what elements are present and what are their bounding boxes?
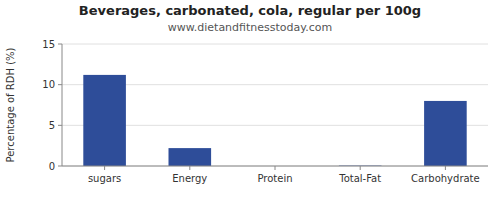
y-axis-label: Percentage of RDH (%) bbox=[5, 47, 16, 162]
y-tick bbox=[58, 125, 62, 126]
x-tick-label: Protein bbox=[257, 173, 292, 184]
x-tick-label: Energy bbox=[172, 173, 207, 184]
y-tick bbox=[58, 84, 62, 85]
bars bbox=[83, 75, 466, 166]
x-tick bbox=[445, 166, 446, 170]
x-tick bbox=[275, 166, 276, 170]
y-tick bbox=[58, 44, 62, 45]
x-tick-label: Carbohydrate bbox=[411, 173, 480, 184]
grid bbox=[62, 44, 488, 166]
y-tick-label: 10 bbox=[42, 79, 55, 90]
subtitle: www.dietandfitnesstoday.com bbox=[168, 21, 332, 34]
chart-container: Beverages, carbonated, cola, regular per… bbox=[0, 0, 500, 200]
bar bbox=[169, 148, 212, 166]
y-axis-line bbox=[62, 44, 63, 166]
x-tick bbox=[189, 166, 190, 170]
y-tick bbox=[58, 166, 62, 167]
x-tick bbox=[104, 166, 105, 170]
bar bbox=[83, 75, 126, 166]
bar bbox=[424, 101, 467, 166]
y-tick-label: 0 bbox=[49, 161, 55, 172]
grid-line bbox=[62, 44, 488, 45]
title: Beverages, carbonated, cola, regular per… bbox=[79, 3, 421, 18]
chart-svg: Beverages, carbonated, cola, regular per… bbox=[0, 0, 500, 200]
y-tick-label: 5 bbox=[49, 120, 55, 131]
x-tick-label: sugars bbox=[88, 173, 121, 184]
y-tick-label: 15 bbox=[42, 39, 55, 50]
x-tick bbox=[360, 166, 361, 170]
x-tick-label: Total-Fat bbox=[338, 173, 381, 184]
